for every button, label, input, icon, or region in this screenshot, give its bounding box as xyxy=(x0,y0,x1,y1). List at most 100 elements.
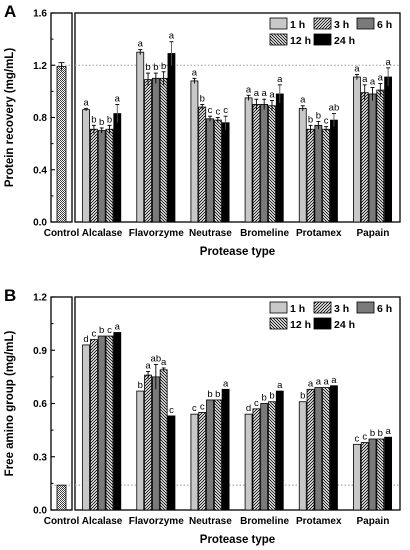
bar xyxy=(221,122,230,223)
data-label: b xyxy=(200,93,205,104)
x-tick-label: Neutrase xyxy=(189,516,232,527)
data-label: a xyxy=(115,93,121,104)
data-label: a xyxy=(362,74,368,85)
bar xyxy=(221,388,230,511)
legend-label: 3 h xyxy=(334,303,349,315)
bar xyxy=(376,438,385,511)
bar xyxy=(275,93,284,223)
bar xyxy=(198,411,207,511)
bar xyxy=(213,119,222,223)
data-label: c xyxy=(215,107,220,118)
y-axis-title: Free amino group (mg/mL) xyxy=(4,330,16,476)
y-tick-label: 1.2 xyxy=(33,61,47,72)
data-label: a xyxy=(378,73,384,84)
data-label: b xyxy=(161,61,166,72)
x-tick-label: Protamex xyxy=(296,516,342,527)
data-label: d xyxy=(83,334,88,345)
bar xyxy=(298,401,307,511)
data-label: a xyxy=(161,357,167,368)
bar xyxy=(167,415,176,511)
x-tick-label-control: Control xyxy=(44,516,80,527)
bar xyxy=(159,369,168,511)
bar xyxy=(330,385,338,511)
legend-swatch xyxy=(313,17,332,30)
bar xyxy=(360,442,369,511)
bar xyxy=(322,387,331,511)
bar xyxy=(105,128,114,223)
data-label: a xyxy=(169,31,175,42)
legend-swatch xyxy=(313,301,332,314)
bar xyxy=(89,339,98,511)
y-tick-label: 0.8 xyxy=(33,113,47,124)
data-label: a xyxy=(83,97,89,108)
data-label: b xyxy=(99,325,104,336)
legend-label: 3 h xyxy=(334,19,349,31)
bar xyxy=(144,374,152,511)
y-tick-label: 0.0 xyxy=(33,218,47,229)
data-label: c xyxy=(192,403,197,414)
bar xyxy=(82,109,90,223)
legend-swatch xyxy=(356,17,375,30)
y-tick-label: 0.3 xyxy=(33,452,47,463)
legend-label: 24 h xyxy=(334,35,355,47)
data-label: c xyxy=(208,105,213,116)
bar xyxy=(97,130,106,223)
x-axis-title: Protease type xyxy=(200,534,275,546)
x-tick-label: Alcalase xyxy=(82,228,123,239)
data-label: b xyxy=(207,389,212,400)
bar xyxy=(298,107,307,223)
data-label: b xyxy=(215,389,220,400)
data-label: a xyxy=(145,361,151,372)
bar xyxy=(113,113,122,223)
data-label: a xyxy=(246,84,252,95)
y-tick-label: 0.4 xyxy=(33,165,47,176)
data-label: b xyxy=(269,391,274,402)
bar-control xyxy=(56,484,67,511)
data-label: a xyxy=(316,377,322,388)
x-tick-label: Alcalase xyxy=(82,516,123,527)
bar xyxy=(113,332,122,511)
x-tick-label: Bromeline xyxy=(240,516,289,527)
data-label: a xyxy=(138,39,144,50)
data-label: a xyxy=(324,377,330,388)
bar xyxy=(314,124,323,223)
data-label: a xyxy=(354,63,360,74)
data-label: c xyxy=(324,116,329,127)
data-label: b xyxy=(145,62,150,73)
data-label: a xyxy=(385,426,391,437)
data-label: b xyxy=(308,114,313,125)
bar xyxy=(376,89,385,223)
data-label: c xyxy=(107,325,112,336)
bar xyxy=(151,77,160,223)
data-label: c xyxy=(362,432,367,443)
bar xyxy=(82,344,90,511)
bar xyxy=(198,106,207,223)
data-label: c xyxy=(200,401,205,412)
data-label: a xyxy=(308,378,314,389)
y-tick-label: 0.0 xyxy=(33,506,47,517)
bar xyxy=(151,376,160,511)
bar xyxy=(105,335,114,511)
y-tick-label: 1.6 xyxy=(33,9,47,20)
bar xyxy=(190,413,199,511)
legend-label: 1 h xyxy=(290,19,305,31)
bar xyxy=(260,403,269,511)
data-label: ab xyxy=(151,353,162,364)
data-label: a xyxy=(223,378,229,389)
data-label: c xyxy=(223,105,228,116)
bar xyxy=(368,93,377,223)
panel-label: A xyxy=(4,2,16,21)
data-label: b xyxy=(316,110,321,121)
x-tick-label: Flavorzyme xyxy=(129,516,184,527)
data-label: b xyxy=(300,391,305,402)
bar xyxy=(159,77,168,223)
bar xyxy=(206,399,214,511)
x-tick-label: Flavorzyme xyxy=(129,228,184,239)
legend-swatch xyxy=(269,33,288,46)
data-label: a xyxy=(370,76,376,87)
x-axis-title: Protease type xyxy=(200,246,275,258)
y-axis-title: Protein recovery (mg/mL) xyxy=(4,48,16,187)
x-tick-label: Papain xyxy=(357,228,390,239)
data-label: b xyxy=(91,114,96,125)
